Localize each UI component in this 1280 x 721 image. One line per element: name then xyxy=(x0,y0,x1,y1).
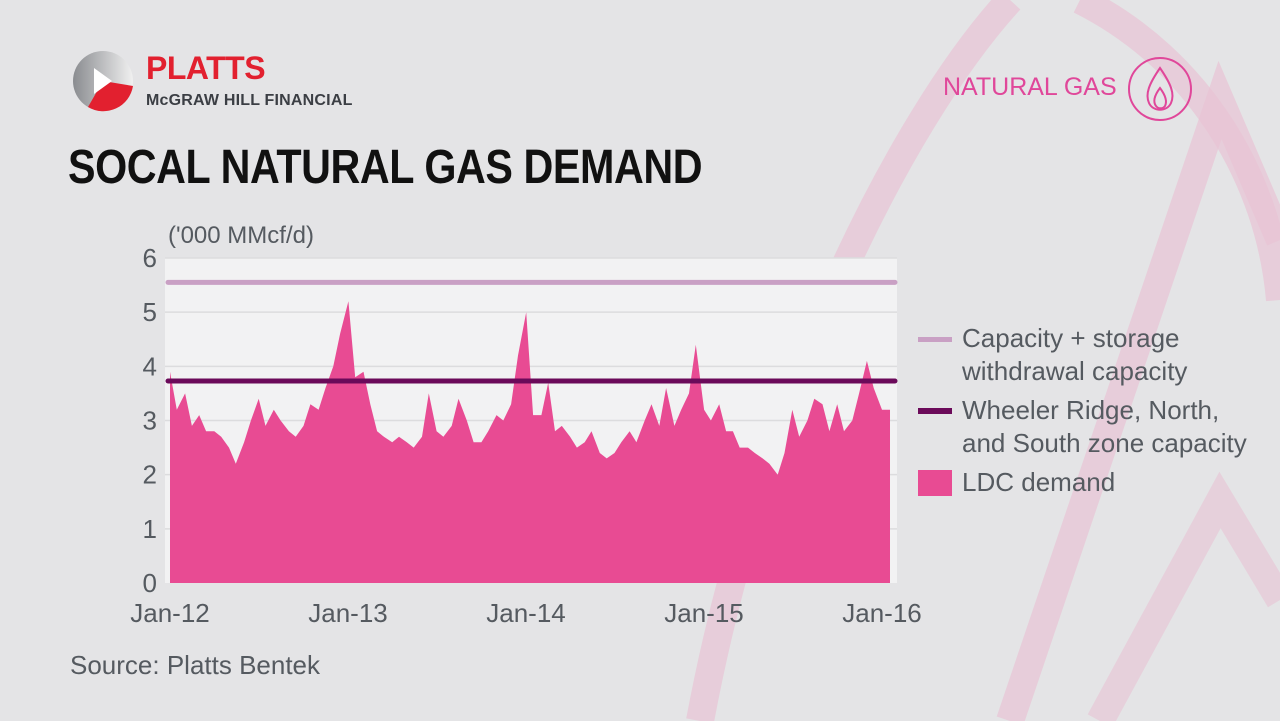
legend-item-ldc-demand: LDC demand xyxy=(918,466,1247,499)
platts-logo-icon xyxy=(73,51,133,112)
x-tick-label: Jan-12 xyxy=(130,598,210,628)
legend: Capacity + storage withdrawal capacity W… xyxy=(918,322,1247,505)
x-tick-label: Jan-14 xyxy=(486,598,566,628)
y-tick-label: 1 xyxy=(143,514,157,544)
source-note: Source: Platts Bentek xyxy=(70,650,321,680)
legend-label: LDC demand xyxy=(962,467,1116,497)
legend-item-zone-capacity: Wheeler Ridge, North, and South zone cap… xyxy=(918,394,1247,460)
brand-subtitle: McGRAW HILL FINANCIAL xyxy=(146,92,353,109)
legend-swatch xyxy=(918,470,952,496)
y-tick-label: 0 xyxy=(143,568,157,598)
flame-icon xyxy=(1128,57,1192,121)
brand-name: PLATTS xyxy=(146,50,266,86)
legend-label: Wheeler Ridge, North, xyxy=(962,395,1220,425)
x-tick-label: Jan-16 xyxy=(842,598,922,628)
legend-swatch xyxy=(918,337,952,342)
brand: PLATTS McGRAW HILL FINANCIAL xyxy=(146,52,353,110)
y-tick-label: 6 xyxy=(143,243,157,273)
y-tick-label: 2 xyxy=(143,460,157,490)
x-tick-label: Jan-13 xyxy=(308,598,388,628)
legend-label: Capacity + storage xyxy=(962,323,1180,353)
ldc-demand-area xyxy=(170,301,890,583)
y-tick-label: 4 xyxy=(143,351,157,381)
y-tick-label: 5 xyxy=(143,297,157,327)
legend-label: withdrawal capacity xyxy=(962,356,1188,386)
page-title: SOCAL NATURAL GAS DEMAND xyxy=(68,141,703,194)
y-axis-label: ('000 MMcf/d) xyxy=(168,222,314,249)
legend-label: and South zone capacity xyxy=(962,428,1247,458)
category-tag: NATURAL GAS xyxy=(943,73,1117,101)
y-tick-label: 3 xyxy=(143,406,157,436)
legend-item-capacity-storage: Capacity + storage withdrawal capacity xyxy=(918,322,1247,388)
x-tick-label: Jan-15 xyxy=(664,598,744,628)
legend-swatch xyxy=(918,408,952,414)
